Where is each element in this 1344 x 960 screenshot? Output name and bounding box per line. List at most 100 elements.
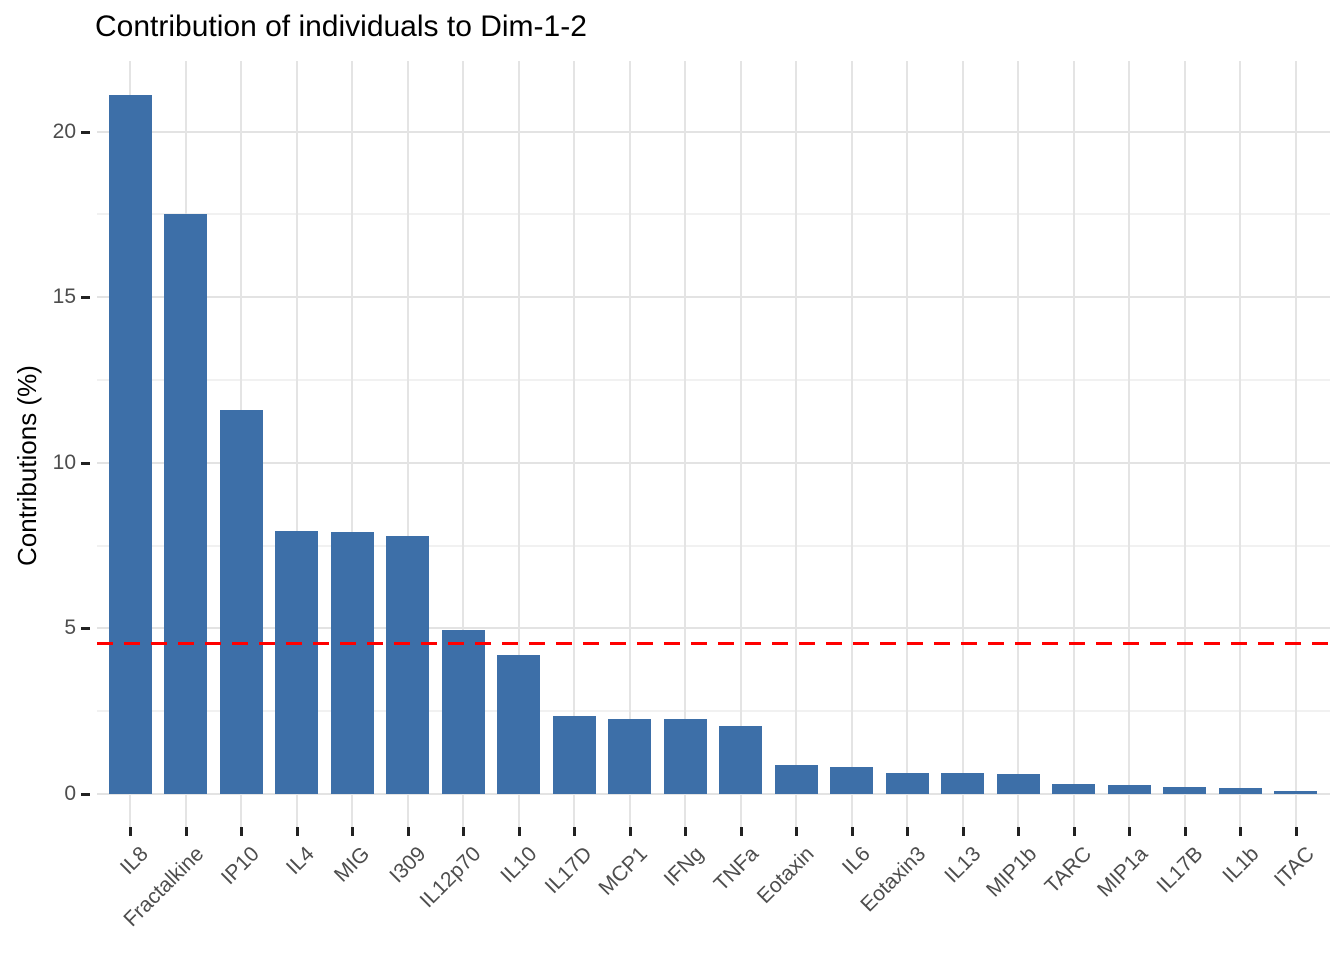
- x-axis-tick-label-il4: IL4: [282, 842, 320, 880]
- bar-fractalkine: [164, 214, 208, 794]
- x-axis-tick-mark: [1128, 827, 1132, 836]
- gridline-major-horizontal: [97, 793, 1330, 795]
- x-axis-tick-mark: [961, 827, 965, 836]
- x-axis-tick-label-il17b: IL17B: [1152, 842, 1208, 898]
- gridline-vertical: [795, 61, 798, 827]
- y-axis-tick-mark: [81, 296, 90, 300]
- gridline-vertical: [684, 61, 687, 827]
- gridline-major-horizontal: [97, 296, 1330, 299]
- x-axis-tick-label-tarc: TARC: [1040, 842, 1097, 898]
- x-axis-tick-mark: [628, 827, 632, 836]
- x-axis-tick-label-il6: IL6: [837, 842, 875, 880]
- x-axis-tick-label-eotaxin: Eotaxin: [753, 842, 819, 909]
- bar-eotaxin: [774, 764, 818, 794]
- gridline-minor-horizontal: [97, 379, 1330, 381]
- x-axis-tick-mark: [129, 827, 132, 836]
- gridline-major-horizontal: [97, 627, 1330, 630]
- x-axis-tick-mark: [795, 827, 799, 836]
- gridline-vertical: [1128, 61, 1131, 827]
- gridline-major-horizontal: [97, 130, 1330, 133]
- gridline-vertical: [406, 61, 409, 827]
- gridline-vertical: [906, 61, 909, 827]
- y-axis-tick-mark: [81, 627, 90, 631]
- x-axis-tick-mark: [517, 827, 521, 836]
- bar-il17b: [1163, 787, 1207, 794]
- bar-il4: [275, 530, 319, 794]
- gridline-vertical: [628, 61, 631, 827]
- gridline-vertical: [961, 61, 964, 827]
- bar-il10: [497, 654, 541, 794]
- y-axis-tick-label: 15: [52, 285, 76, 309]
- x-axis-tick-label-il17d: IL17D: [540, 842, 597, 899]
- x-axis-tick-label-ifng: IFNg: [659, 842, 708, 891]
- bar-il6: [830, 767, 874, 794]
- gridline-vertical: [1183, 61, 1186, 827]
- gridline-vertical: [850, 61, 853, 827]
- y-axis-tick-mark: [81, 461, 90, 465]
- x-axis-tick-label-mig: MIG: [330, 842, 375, 887]
- y-axis-tick-label: 10: [52, 450, 76, 474]
- x-axis-tick-mark: [573, 827, 577, 836]
- gridline-vertical: [739, 61, 742, 827]
- x-axis-tick-label-mip1b: MIP1b: [981, 842, 1041, 902]
- x-axis-tick-mark: [351, 827, 355, 836]
- bar-ifng: [663, 719, 707, 794]
- bar-eotaxin3: [885, 773, 929, 794]
- bar-ip10: [219, 409, 263, 794]
- gridline-minor-horizontal: [97, 213, 1330, 216]
- y-axis-tick-mark: [81, 130, 90, 134]
- x-axis-tick-mark: [1017, 827, 1021, 836]
- bar-tnfa: [719, 726, 763, 794]
- x-axis-tick-mark: [850, 827, 854, 836]
- x-axis-tick-label-il8: IL8: [115, 842, 153, 880]
- x-axis-tick-mark: [462, 827, 466, 836]
- x-axis-tick-label-mip1a: MIP1a: [1092, 842, 1152, 902]
- x-axis-tick-mark: [406, 827, 410, 836]
- gridline-vertical: [573, 61, 576, 827]
- bar-mig: [330, 532, 374, 794]
- bar-il12p70: [441, 630, 485, 794]
- x-axis-tick-mark: [739, 827, 743, 836]
- x-axis-tick-label-il13: IL13: [940, 842, 986, 888]
- x-axis-tick-label-i309: I309: [384, 842, 431, 888]
- plot-panel: [97, 61, 1330, 827]
- gridline-vertical: [462, 61, 465, 827]
- gridline-vertical: [1294, 61, 1297, 827]
- gridline-minor-horizontal: [97, 710, 1330, 713]
- gridline-vertical: [295, 61, 298, 827]
- x-axis-tick-mark: [684, 827, 688, 836]
- y-axis-tick-label: 20: [52, 119, 76, 143]
- gridline-major-horizontal: [97, 461, 1330, 464]
- chart-title: Contribution of individuals to Dim-1-2: [95, 10, 587, 43]
- gridline-vertical: [1017, 61, 1020, 827]
- gridline-minor-horizontal: [97, 544, 1330, 547]
- x-axis-tick-label-ip10: IP10: [216, 842, 264, 890]
- x-axis-tick-mark: [295, 827, 299, 836]
- y-axis-tick-label: 5: [64, 616, 76, 640]
- bar-mip1b: [996, 774, 1040, 794]
- x-axis-tick-label-il12p70: IL12p70: [415, 842, 486, 913]
- x-axis-tick-mark: [1072, 827, 1076, 836]
- bar-i309: [386, 535, 430, 794]
- gridline-vertical: [351, 61, 354, 827]
- x-axis-tick-mark: [240, 827, 244, 836]
- bar-il1b: [1218, 788, 1262, 794]
- x-axis-tick-mark: [1183, 827, 1187, 836]
- gridline-vertical: [517, 61, 520, 827]
- x-axis-tick-mark: [906, 827, 910, 836]
- x-axis-tick-mark: [184, 827, 188, 836]
- gridline-vertical: [1239, 61, 1242, 827]
- bar-itac: [1274, 790, 1318, 794]
- x-axis-tick-label-itac: ITAC: [1269, 842, 1319, 892]
- x-axis-tick-label-il1b: IL1b: [1217, 842, 1263, 888]
- bar-mcp1: [608, 718, 652, 794]
- reference-line: [97, 642, 1330, 646]
- bar-il8: [108, 95, 152, 794]
- bar-il13: [941, 773, 985, 794]
- bar-tarc: [1052, 784, 1096, 794]
- gridline-vertical: [1072, 61, 1075, 827]
- y-axis-tick-label: 0: [64, 782, 76, 805]
- x-axis-tick-label-mcp1: MCP1: [594, 842, 653, 900]
- x-axis-tick-label-il10: IL10: [496, 842, 542, 888]
